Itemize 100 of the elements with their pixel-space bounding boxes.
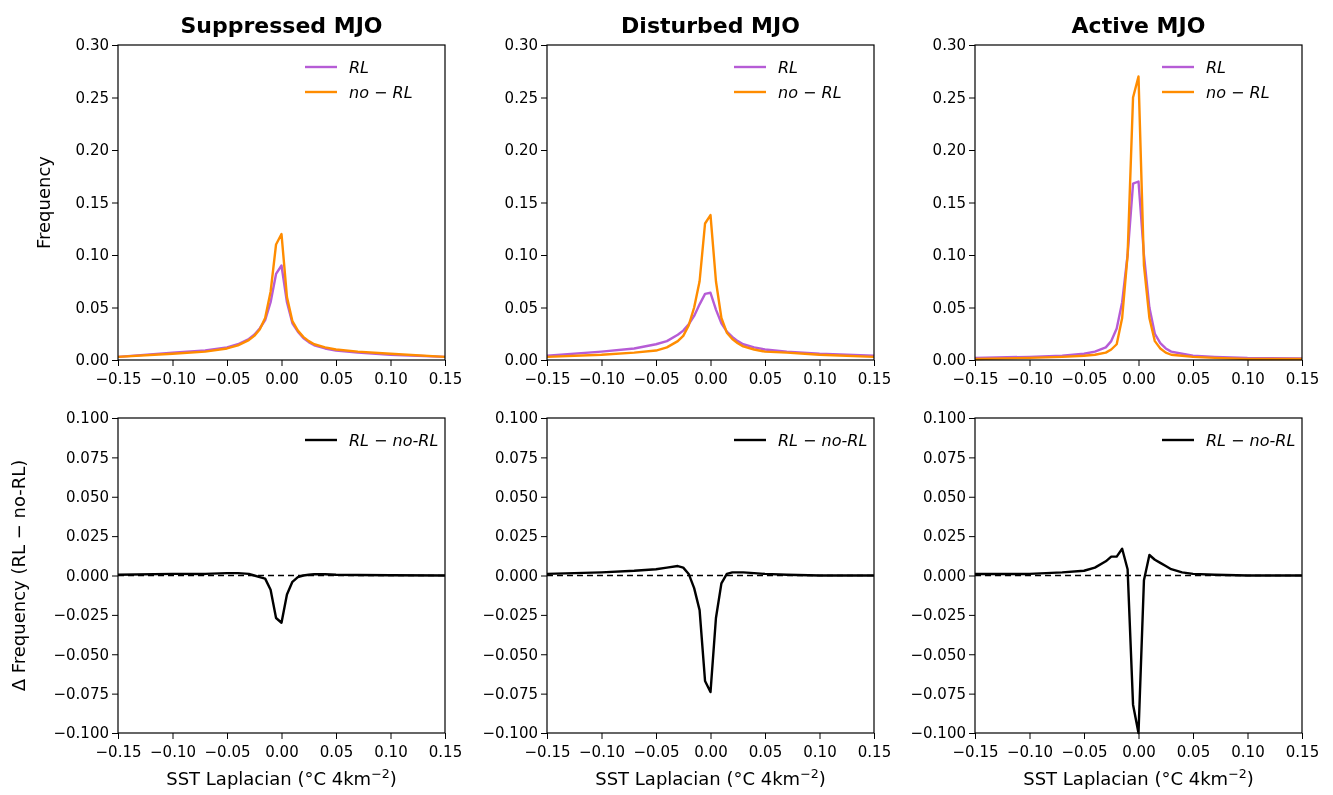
x-tick-label: −0.10 (150, 370, 196, 388)
y-tick-label: −0.025 (53, 606, 109, 625)
y-tick-label: 0.15 (932, 193, 966, 212)
x-tick-label: −0.05 (633, 370, 680, 388)
x-tick-label: 0.10 (803, 743, 837, 761)
line-series (547, 291, 874, 357)
x-tick-label: 0.10 (374, 370, 408, 388)
x-tick-label: 0.15 (857, 370, 892, 388)
y-tick-label: 0.075 (923, 448, 966, 467)
x-tick-label: −0.10 (579, 370, 625, 388)
y-axis-title: Frequency (33, 155, 54, 249)
x-tick-label: 0.05 (1176, 743, 1211, 761)
x-tick-label: 0.00 (694, 370, 728, 388)
y-tick-label: −0.075 (53, 684, 109, 703)
x-tick-label: 0.15 (428, 743, 463, 761)
x-tick-label: 0.00 (1122, 370, 1156, 388)
x-tick-label: 0.05 (319, 370, 354, 388)
y-tick-label: 0.10 (75, 246, 109, 265)
legend-label: no − RL (1206, 83, 1270, 102)
legend-label: RL (1206, 58, 1227, 77)
legend-label: no − RL (349, 83, 413, 102)
y-tick-label: −0.100 (482, 724, 538, 743)
x-tick-label: −0.05 (204, 370, 251, 388)
y-tick-label: 0.00 (932, 351, 966, 370)
chart-title: Disturbed MJO (621, 13, 800, 38)
y-tick-label: 0.050 (66, 488, 109, 507)
y-tick-label: 0.100 (495, 409, 538, 428)
x-tick-label: −0.15 (95, 743, 142, 761)
x-axis-title: SST Laplacian (°C 4km$^{−2}$) (1023, 765, 1254, 789)
y-tick-label: −0.025 (910, 606, 966, 625)
chart-title: Active MJO (1071, 13, 1206, 38)
x-tick-label: −0.15 (524, 370, 571, 388)
y-tick-label: 0.050 (923, 488, 966, 507)
legend-label: RL − no-RL (1206, 431, 1296, 450)
x-tick-label: −0.15 (524, 743, 571, 761)
y-tick-label: 0.20 (75, 141, 109, 160)
x-tick-label: −0.15 (95, 370, 142, 388)
y-tick-label: 0.100 (923, 409, 966, 428)
x-tick-label: 0.00 (694, 743, 728, 761)
x-tick-label: 0.10 (374, 743, 408, 761)
y-tick-label: −0.050 (910, 645, 966, 664)
x-tick-label: −0.05 (204, 743, 251, 761)
y-tick-label: 0.25 (75, 88, 109, 107)
line-series (118, 232, 445, 359)
x-tick-label: −0.10 (1007, 743, 1053, 761)
y-tick-label: 0.10 (932, 246, 966, 265)
x-tick-label: 0.05 (748, 743, 783, 761)
x-tick-label: 0.00 (265, 743, 299, 761)
line-series (547, 213, 874, 359)
y-tick-label: 0.05 (75, 298, 109, 317)
y-tick-label: −0.100 (910, 724, 966, 743)
y-tick-label: −0.075 (910, 684, 966, 703)
x-tick-label: 0.00 (265, 370, 299, 388)
y-tick-label: −0.075 (482, 684, 538, 703)
y-tick-label: 0.100 (66, 409, 109, 428)
y-tick-label: 0.00 (75, 351, 109, 370)
chart-title: Suppressed MJO (180, 13, 383, 38)
y-tick-label: 0.050 (495, 488, 538, 507)
x-axis-title: SST Laplacian (°C 4km$^{−2}$) (595, 765, 826, 789)
x-tick-label: −0.10 (150, 743, 196, 761)
legend-label: RL (349, 58, 370, 77)
legend-label: RL − no-RL (778, 431, 868, 450)
y-tick-label: 0.075 (495, 448, 538, 467)
y-tick-label: 0.025 (495, 527, 538, 546)
y-tick-label: 0.025 (923, 527, 966, 546)
y-tick-label: 0.05 (932, 298, 966, 317)
legend-label: RL (778, 58, 799, 77)
x-tick-label: 0.10 (803, 370, 837, 388)
x-tick-label: −0.05 (1061, 370, 1108, 388)
y-tick-label: 0.000 (495, 566, 538, 585)
x-tick-label: 0.00 (1122, 743, 1156, 761)
y-tick-label: 0.00 (504, 351, 538, 370)
legend-label: RL − no-RL (349, 431, 439, 450)
line-series (975, 180, 1302, 360)
y-tick-label: 0.20 (504, 141, 538, 160)
y-tick-label: −0.025 (482, 606, 538, 625)
x-tick-label: 0.10 (1231, 370, 1265, 388)
legend-label: no − RL (778, 83, 842, 102)
x-tick-label: 0.15 (428, 370, 463, 388)
y-tick-label: 0.075 (66, 448, 109, 467)
y-tick-label: 0.025 (66, 527, 109, 546)
x-tick-label: −0.15 (952, 370, 999, 388)
y-tick-label: 0.25 (504, 88, 538, 107)
line-series (975, 75, 1302, 361)
x-tick-label: 0.05 (748, 370, 783, 388)
x-tick-label: 0.10 (1231, 743, 1265, 761)
x-axis-title: SST Laplacian (°C 4km$^{−2}$) (166, 765, 397, 789)
y-tick-label: −0.050 (482, 645, 538, 664)
y-tick-label: −0.050 (53, 645, 109, 664)
y-axis-title: Δ Frequency (RL − no-RL) (8, 459, 29, 692)
x-tick-label: 0.05 (319, 743, 354, 761)
y-tick-label: 0.15 (504, 193, 538, 212)
y-tick-label: 0.30 (504, 36, 538, 55)
x-tick-label: 0.15 (1285, 743, 1320, 761)
y-tick-label: 0.000 (66, 566, 109, 585)
x-tick-label: −0.10 (1007, 370, 1053, 388)
y-tick-label: −0.100 (53, 724, 109, 743)
y-tick-label: 0.20 (932, 141, 966, 160)
x-tick-label: −0.15 (952, 743, 999, 761)
y-tick-label: 0.30 (932, 36, 966, 55)
